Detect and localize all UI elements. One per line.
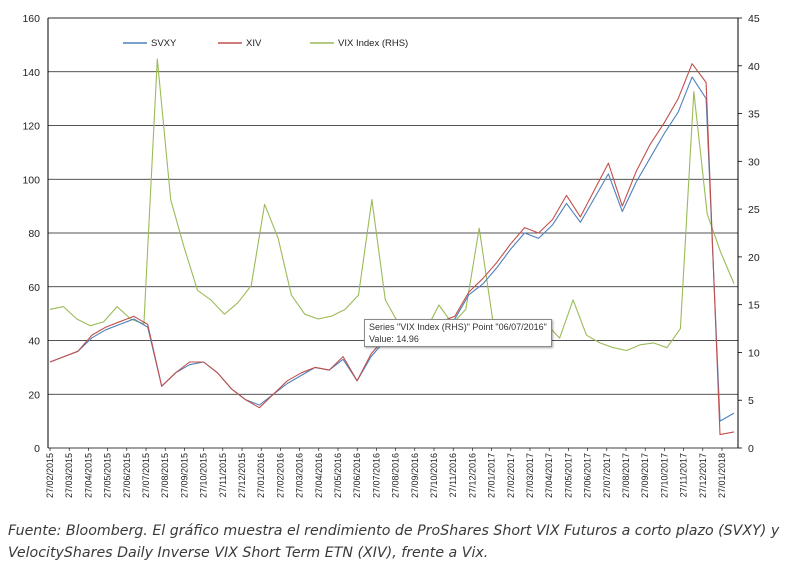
tooltip-value-line: Value: 14.96 [369,334,419,344]
y-right-tick-label: 30 [748,156,760,168]
x-tick-label: 27/06/2015 [122,453,132,498]
y-right-tick-label: 35 [748,109,760,121]
x-tick-label: 27/08/2016 [391,453,401,498]
x-tick-label: 27/08/2017 [621,453,631,498]
y-left-tick-label: 100 [22,174,40,186]
x-tick-label: 27/11/2016 [448,453,458,497]
x-tick-label: 27/01/2018 [717,453,727,498]
x-tick-label: 27/02/2016 [275,453,285,498]
x-tick-label: 27/10/2015 [199,453,209,498]
line-chart: 0 20 40 60 80 100 120 140 160 0 5 10 15 20 25 30 35 40 45 2… [22,13,760,498]
x-tick-label: 27/03/2017 [525,453,535,498]
legend-label: SVXY [151,38,177,49]
x-tick-label: 27/04/2015 [83,453,93,498]
x-tick-label: 27/01/2017 [487,453,497,498]
x-tick-label: 27/03/2016 [295,453,305,498]
x-tick-label: 27/11/2017 [679,453,689,497]
x-tick-label: 27/02/2015 [45,453,55,498]
y-right-tick-label: 0 [748,443,754,455]
source-caption: Fuente: Bloomberg. El gráfico muestra el… [8,523,780,561]
x-tick-label: 27/07/2017 [602,453,612,498]
x-tick-label: 27/08/2015 [160,453,170,498]
y-left-tick-label: 60 [28,282,40,294]
x-tick-label: 27/04/2017 [544,453,554,498]
y-left-tick-label: 160 [22,13,40,25]
x-tick-label: 27/06/2016 [352,453,362,498]
y-right-tick-label: 20 [748,252,760,264]
y-right-tick-label: 15 [748,300,760,312]
y-right-tick-label: 40 [748,61,760,73]
y-left-tick-label: 80 [28,228,40,240]
chart-area: 0 20 40 60 80 100 120 140 160 0 5 10 15 20 25 30 35 40 45 2… [22,13,760,498]
tooltip-series-line: Series "VIX Index (RHS)" Point "06/07/20… [369,322,547,332]
y-right-tick-label: 10 [748,347,760,359]
y-left-tick-label: 20 [28,389,40,401]
x-tick-label: 27/09/2015 [179,453,189,498]
x-tick-label: 27/12/2015 [237,453,247,498]
y-left-tick-label: 0 [34,443,40,455]
x-tick-label: 27/10/2016 [429,453,439,498]
y-left-tick-label: 40 [28,336,40,348]
x-tick-label: 27/02/2017 [506,453,516,498]
x-tick-label: 27/06/2017 [583,453,593,498]
x-tick-label: 27/07/2015 [141,453,151,498]
x-tick-label: 27/09/2016 [410,453,420,498]
x-tick-label: 27/01/2016 [256,453,266,498]
series-line-svxy [49,76,735,422]
y-right-tick-label: 25 [748,204,760,216]
x-tick-label: 27/04/2016 [314,453,324,498]
y-left-tick-label: 140 [22,67,40,79]
y-right-tick-label: 45 [748,13,760,25]
series-line-vix-index-rhs- [49,58,735,352]
x-tick-label: 27/03/2015 [64,453,74,498]
x-tick-label: 27/09/2017 [640,453,650,498]
x-tick-label: 27/10/2017 [659,453,669,498]
x-tick-label: 27/11/2015 [218,453,228,497]
data-point-tooltip: Series "VIX Index (RHS)" Point "06/07/20… [364,319,552,347]
series-line-xiv [49,63,735,436]
y-right-tick-label: 5 [748,395,754,407]
y-left-tick-label: 120 [22,121,40,133]
legend-label: XIV [246,38,262,49]
x-tick-label: 27/05/2015 [103,453,113,498]
x-tick-label: 27/05/2017 [563,453,573,498]
x-tick-label: 27/12/2016 [467,453,477,498]
x-tick-label: 27/05/2016 [333,453,343,498]
x-tick-label: 27/07/2016 [371,453,381,498]
legend-label: VIX Index (RHS) [338,38,408,49]
x-tick-label: 27/12/2017 [698,453,708,498]
